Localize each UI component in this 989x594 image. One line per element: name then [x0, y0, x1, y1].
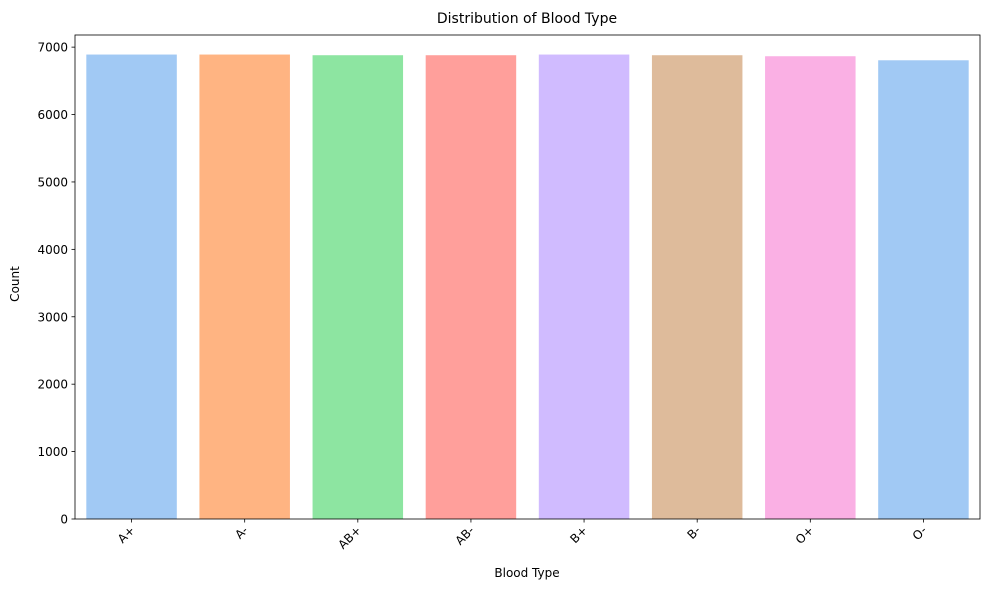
plot-frame: [74, 34, 981, 520]
x-tick-label: A+: [115, 523, 138, 546]
y-tick-label: 1000: [37, 445, 68, 459]
bars-layer: [86, 54, 969, 520]
bar-AB-: [425, 55, 517, 519]
y-axis-label: Count: [8, 266, 22, 302]
bar-B-: [651, 55, 743, 519]
bar-A-: [199, 54, 290, 520]
bar-B+: [538, 54, 630, 520]
bar-AB+: [312, 55, 404, 519]
y-tick-label: 4000: [37, 243, 68, 257]
x-tick-label: AB-: [452, 523, 477, 548]
bar-O+: [765, 56, 856, 520]
y-tick-label: 7000: [37, 41, 68, 55]
y-tick-label: 2000: [37, 378, 68, 392]
x-tick-label: A-: [232, 523, 251, 542]
chart-title: Distribution of Blood Type: [437, 11, 617, 27]
y-tick-label: 3000: [37, 310, 68, 324]
x-tick-label: O-: [910, 523, 930, 543]
x-tick-label: O+: [793, 523, 817, 547]
y-tick-label: 5000: [37, 175, 68, 189]
bar-A+: [86, 54, 177, 520]
y-tick-label: 0: [60, 513, 68, 527]
y-tick-label: 6000: [37, 108, 68, 122]
x-axis-label: Blood Type: [494, 566, 559, 580]
x-tick-label: B+: [567, 523, 590, 546]
bar-O-: [878, 60, 969, 519]
x-tick-label: B-: [685, 523, 704, 542]
x-tick-label: AB+: [335, 523, 364, 552]
